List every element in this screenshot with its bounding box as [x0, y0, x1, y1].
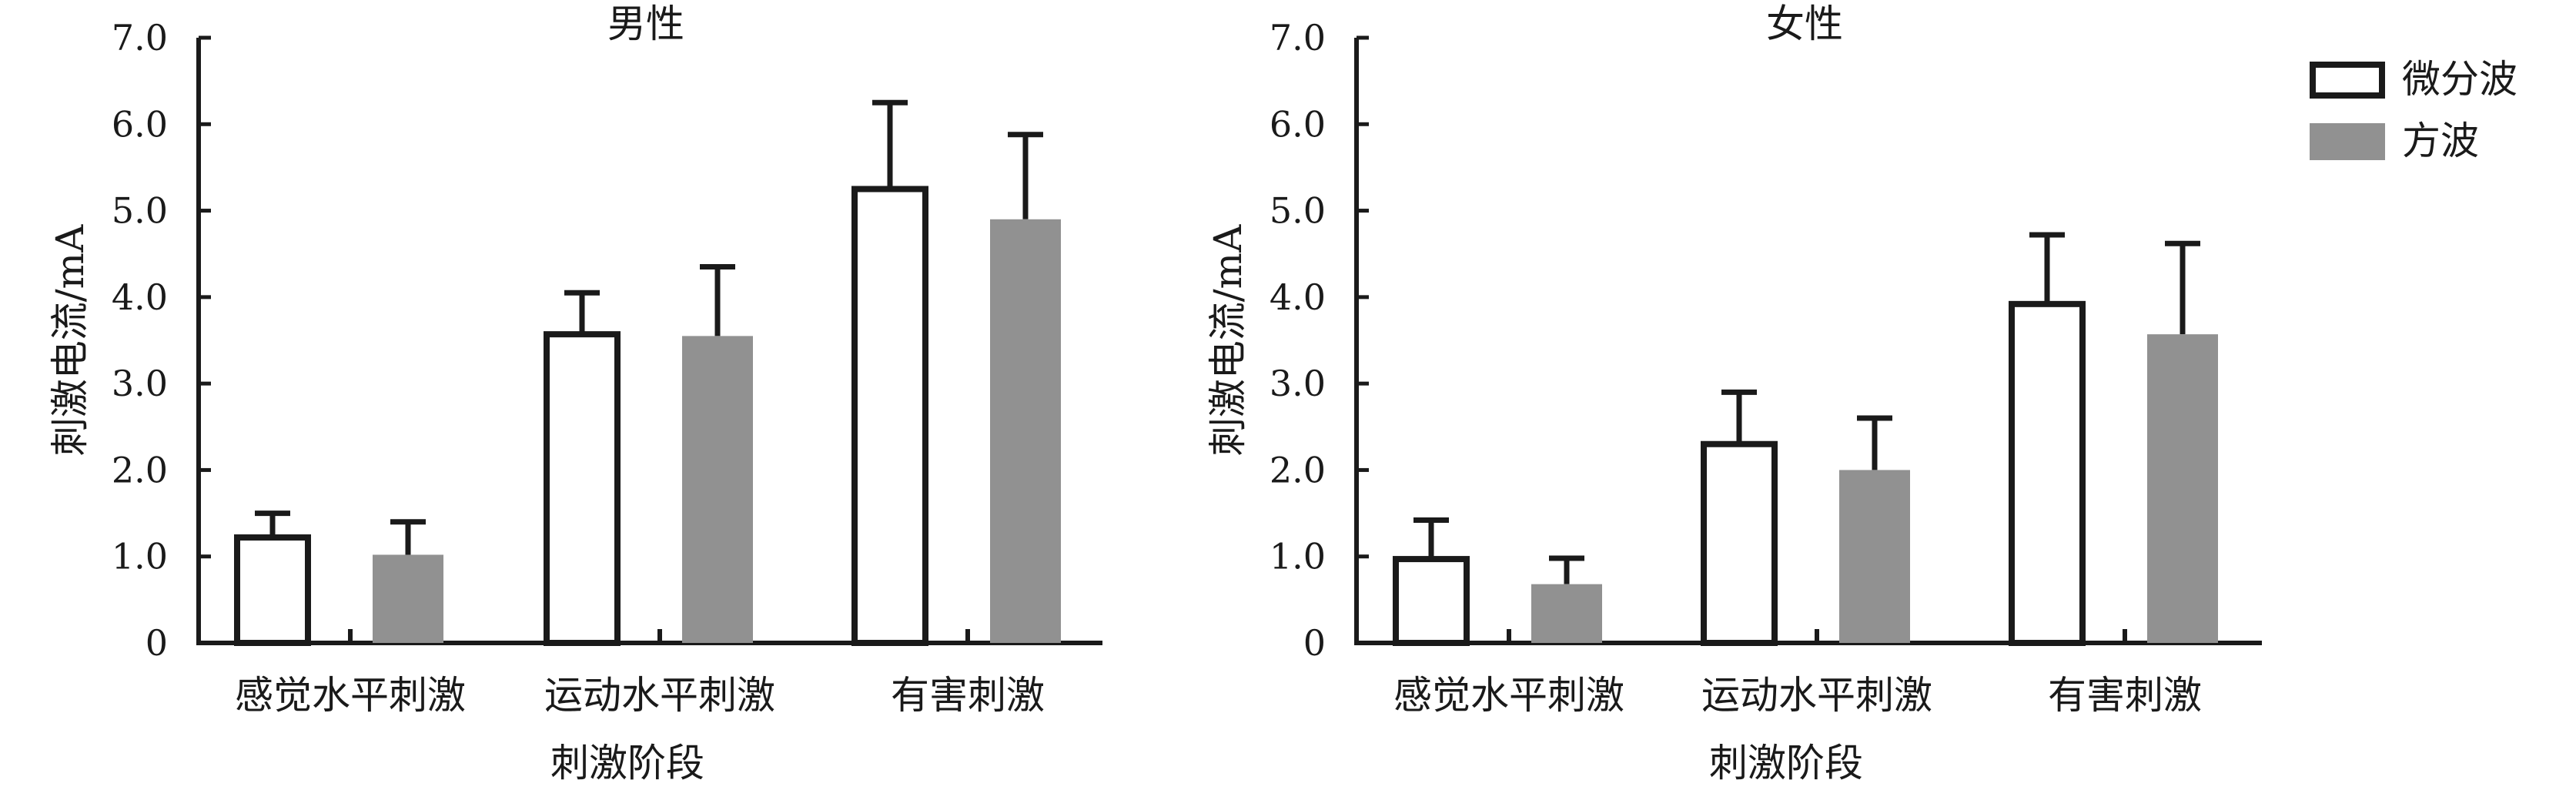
- x-tick-label: 运动水平刺激: [544, 673, 775, 718]
- bar-微分波: [234, 534, 311, 646]
- bar-微分波: [1701, 440, 1778, 646]
- legend-label: 方波: [2402, 119, 2479, 163]
- bar-方波: [373, 554, 443, 643]
- bar-方波: [682, 336, 753, 643]
- x-tick-label: 感觉水平刺激: [235, 673, 466, 718]
- y-tick-label: 0: [1303, 622, 1326, 664]
- chart-title: 男性: [607, 2, 684, 46]
- y-tick-label: 4.0: [1270, 276, 1326, 318]
- x-axis-title: 刺激阶段: [1709, 741, 1863, 785]
- y-tick-label: 0: [146, 622, 168, 664]
- y-axis-title: 刺激电流/mA: [48, 224, 92, 456]
- x-axis-title: 刺激阶段: [550, 741, 704, 785]
- y-axis-title: 刺激电流/mA: [1206, 224, 1250, 456]
- bar-方波: [1839, 470, 1910, 643]
- legend-swatch-outline: [2310, 62, 2385, 99]
- y-tick-label: 3.0: [1270, 363, 1326, 404]
- y-tick-label: 1.0: [1270, 536, 1326, 577]
- legend-swatch-filled: [2310, 123, 2385, 160]
- y-tick-label: 4.0: [112, 276, 168, 318]
- x-tick-label: 有害刺激: [891, 673, 1045, 718]
- bar-方波: [2147, 334, 2218, 643]
- y-tick-label: 1.0: [112, 536, 168, 577]
- y-tick-label: 2.0: [112, 449, 168, 490]
- bar-微分波: [544, 331, 621, 646]
- bar-方波: [1531, 584, 1602, 643]
- bar-微分波: [2009, 300, 2086, 646]
- x-tick-label: 感觉水平刺激: [1393, 673, 1624, 718]
- y-tick-label: 5.0: [1270, 190, 1326, 232]
- y-tick-label: 3.0: [112, 363, 168, 404]
- x-tick-label: 运动水平刺激: [1701, 673, 1932, 718]
- y-tick-label: 5.0: [112, 190, 168, 232]
- bar-方波: [990, 219, 1061, 643]
- y-tick-label: 6.0: [1270, 103, 1326, 145]
- legend-label: 微分波: [2402, 57, 2517, 102]
- bar-微分波: [851, 186, 928, 646]
- y-tick-label: 7.0: [1270, 17, 1326, 59]
- chart-title: 女性: [1766, 2, 1843, 46]
- y-tick-label: 2.0: [1270, 449, 1326, 490]
- x-tick-label: 有害刺激: [2048, 673, 2202, 718]
- y-tick-label: 7.0: [112, 17, 168, 59]
- y-tick-label: 6.0: [112, 103, 168, 145]
- bar-微分波: [1393, 556, 1470, 647]
